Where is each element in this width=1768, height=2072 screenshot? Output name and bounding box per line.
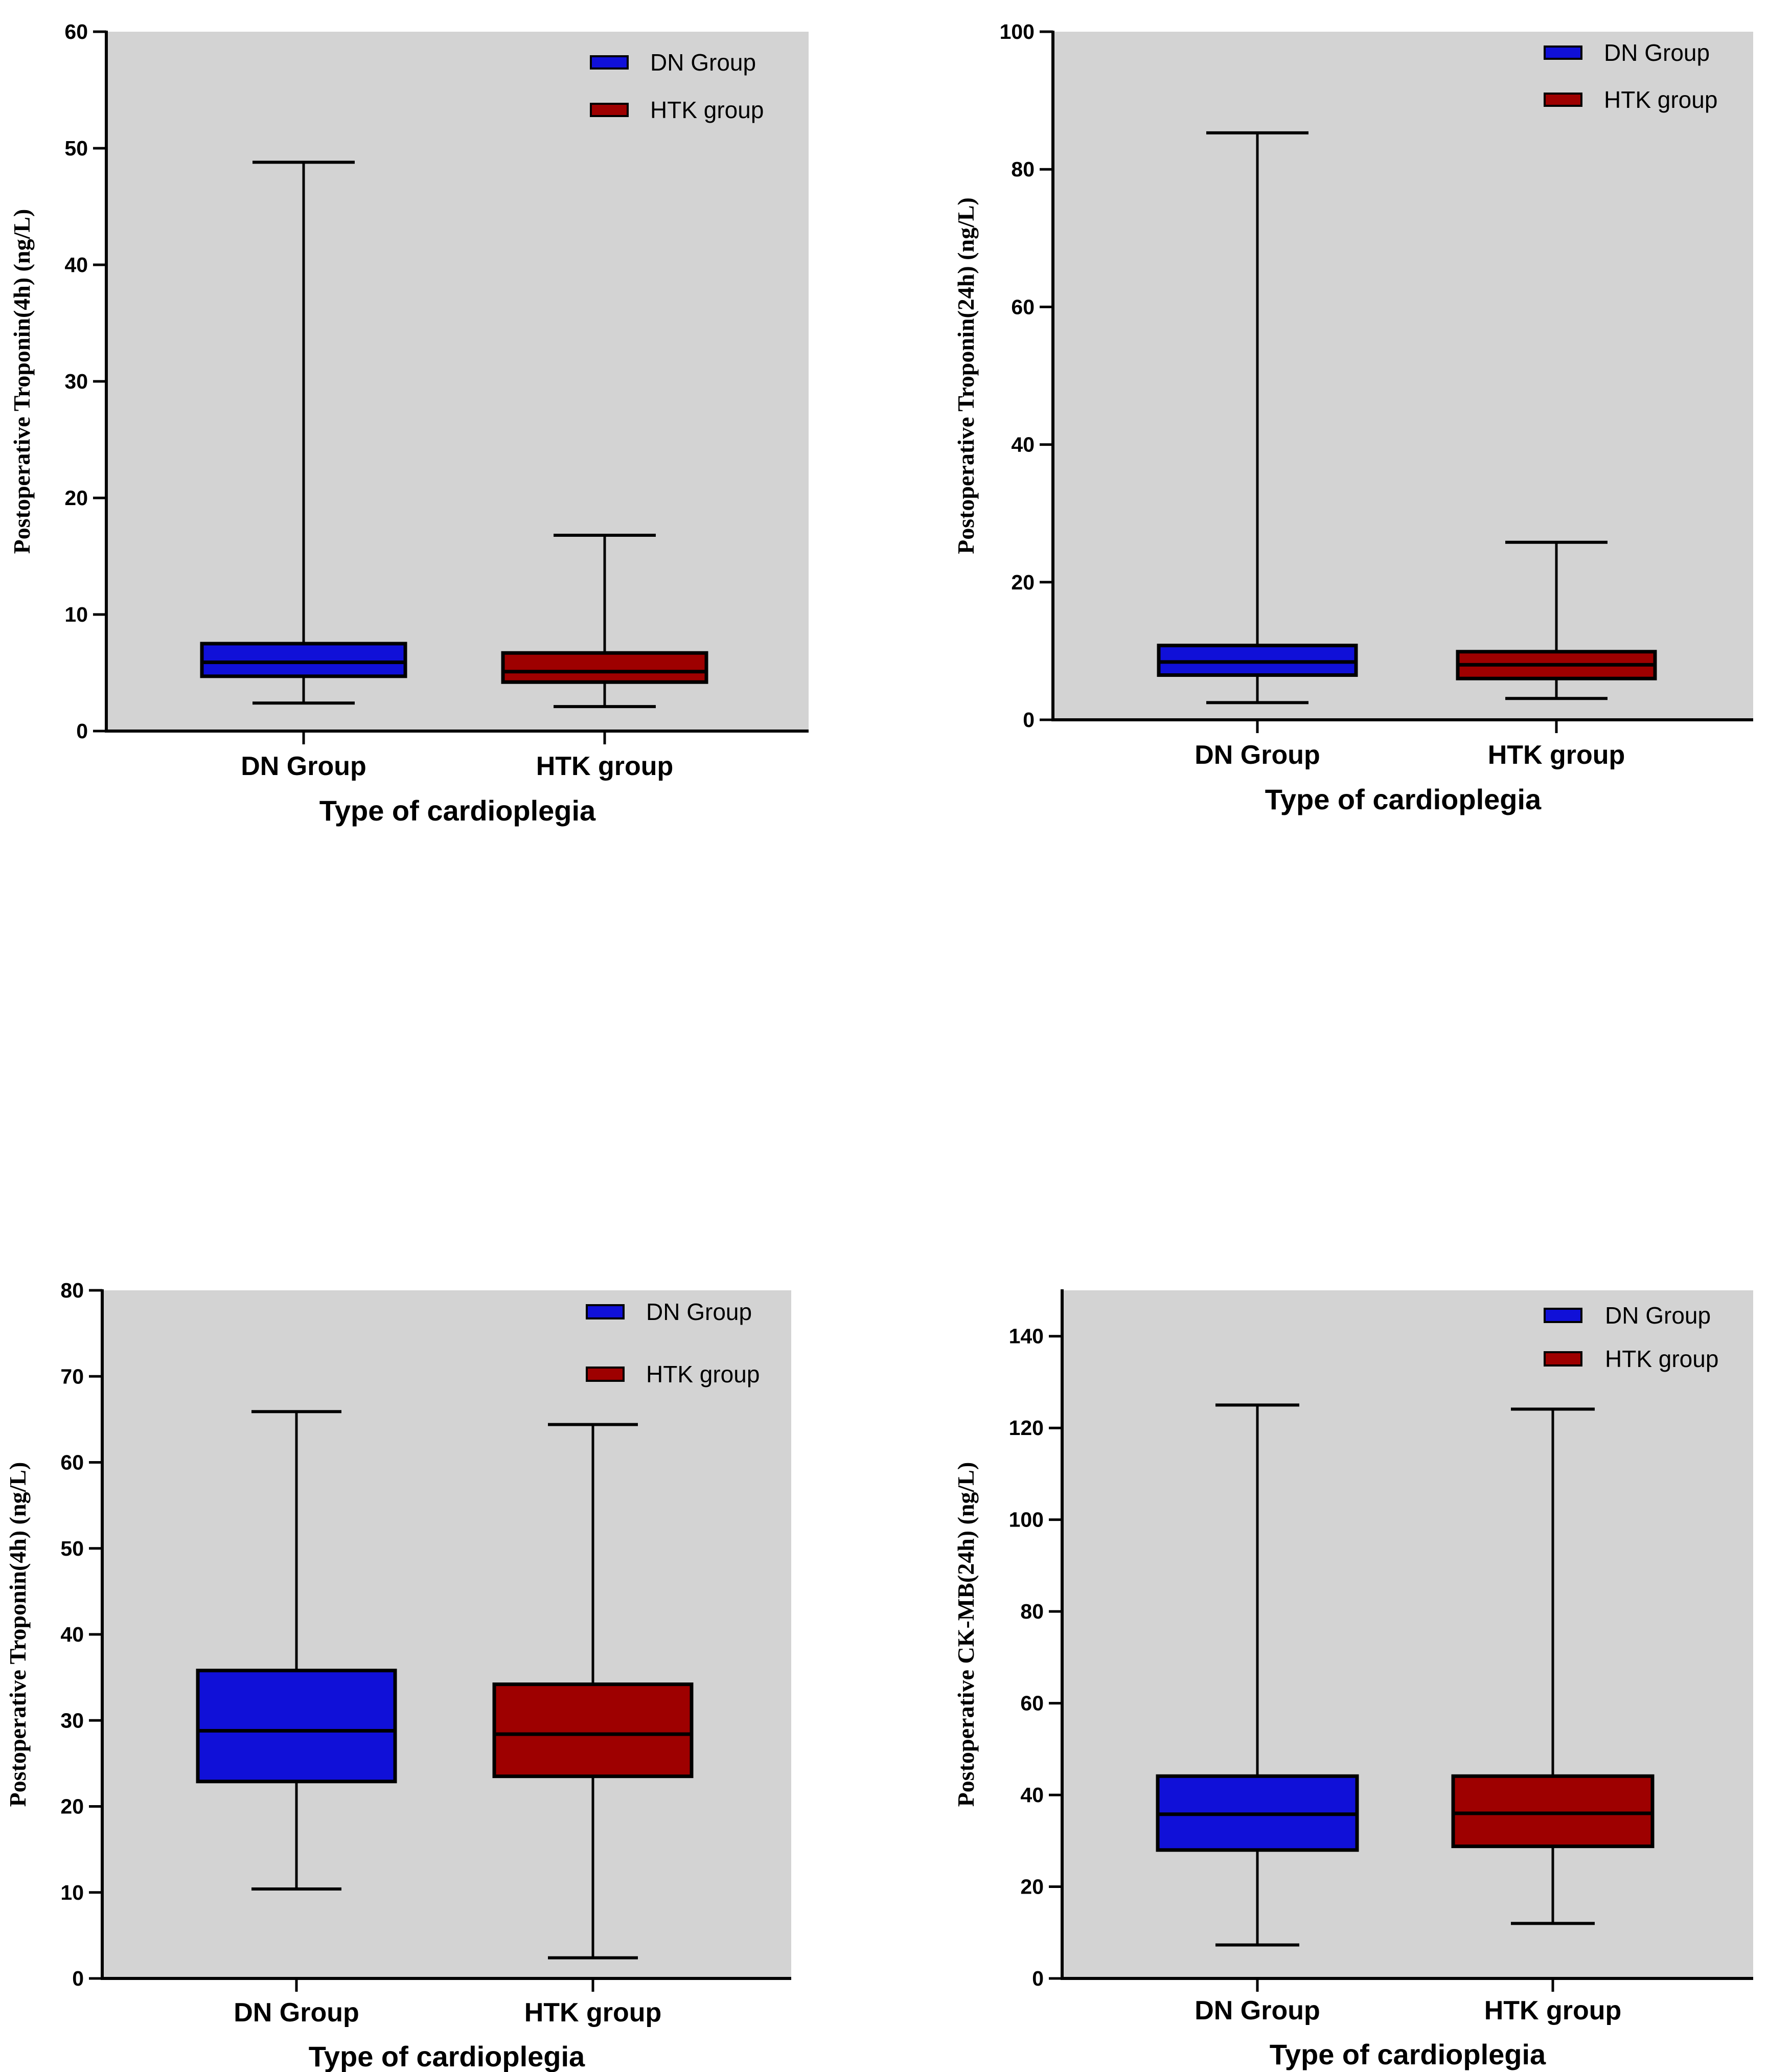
y-axis-title: Postoperative CK-MB(24h) (ng/L) <box>953 1462 979 1807</box>
y-tick-label: 80 <box>60 1279 84 1302</box>
box-htk <box>501 533 708 709</box>
box-htk <box>1456 540 1657 700</box>
y-tick-label: 40 <box>60 1623 84 1646</box>
legend-swatch <box>1544 93 1582 107</box>
iqr-box <box>492 1682 694 1779</box>
y-tick-label: 120 <box>1009 1416 1044 1440</box>
legend: DN Group HTK group <box>1544 39 1717 113</box>
y-tick-label: 50 <box>64 136 88 160</box>
legend-swatch <box>1544 45 1582 60</box>
y-axis-title: Postoperative Troponin(24h) (ng/L) <box>953 197 979 554</box>
y-tick-label: 0 <box>1023 708 1035 732</box>
y-tick-label: 30 <box>64 370 88 393</box>
y-tick-label: 10 <box>64 603 88 626</box>
x-category-label: HTK group <box>524 1998 662 2028</box>
x-axis-title: Type of cardioplegia <box>309 2040 585 2072</box>
box-dn <box>196 1410 397 1891</box>
y-axis-title: Postoperative Troponin(4h) (ng/L) <box>5 1462 31 1807</box>
legend-label: DN Group <box>1605 1302 1711 1329</box>
y-tick-label: 100 <box>1009 1508 1044 1532</box>
box-dn <box>1157 131 1358 704</box>
y-tick-label: 30 <box>60 1709 84 1732</box>
y-tick-label: 20 <box>1011 571 1035 594</box>
legend-swatch <box>590 103 629 117</box>
legend-swatch <box>1544 1351 1582 1367</box>
y-tick-label: 60 <box>1020 1692 1044 1715</box>
x-category-label: DN Group <box>1195 1996 1320 2025</box>
legend-swatch <box>1544 1308 1582 1323</box>
box-dn <box>1156 1403 1359 1947</box>
legend: DN Group HTK group <box>590 49 764 123</box>
y-tick-label: 20 <box>1020 1875 1044 1899</box>
y-tick-label: 60 <box>64 20 88 43</box>
legend-label: DN Group <box>646 1299 752 1325</box>
iqr-box <box>501 651 708 684</box>
x-category-label: DN Group <box>1195 740 1320 770</box>
y-tick-label: 70 <box>60 1364 84 1388</box>
iqr-box <box>200 642 407 678</box>
y-tick-label: 60 <box>1011 295 1035 318</box>
y-tick-label: 80 <box>1011 157 1035 181</box>
y-tick-label: 60 <box>60 1451 84 1474</box>
legend: DN Group HTK group <box>586 1299 760 1387</box>
y-axis-title: Postoperative Troponin(4h) (ng/L) <box>9 209 35 554</box>
legend-swatch <box>586 1367 625 1382</box>
y-tick-label: 40 <box>1011 433 1035 457</box>
legend-label: DN Group <box>1604 39 1710 66</box>
y-tick-label: 0 <box>1032 1967 1044 1990</box>
x-category-label: HTK group <box>536 752 674 781</box>
x-axis-title: Type of cardioplegia <box>319 794 596 827</box>
x-axis-title: Type of cardioplegia <box>1270 2038 1546 2070</box>
plot-area <box>1053 32 1753 720</box>
x-category-label: DN Group <box>234 1998 359 2028</box>
chart-panel: 0 20 40 60 80 100 DN Group HTK group Type of car… <box>953 20 1753 815</box>
box-htk <box>492 1423 694 1960</box>
x-category-label: HTK group <box>1484 1996 1622 2025</box>
y-tick-label: 20 <box>64 486 88 510</box>
y-tick-label: 40 <box>64 253 88 277</box>
x-category-label: HTK group <box>1488 740 1625 770</box>
iqr-box <box>1451 1774 1655 1849</box>
legend: DN Group HTK group <box>1544 1302 1718 1372</box>
plot-area <box>1062 1290 1753 1978</box>
y-tick-label: 100 <box>1000 20 1035 43</box>
y-tick-label: 20 <box>60 1795 84 1818</box>
legend-label: HTK group <box>650 97 764 123</box>
legend-swatch <box>586 1304 625 1319</box>
box-dn <box>200 161 407 705</box>
chart-panel: 0 10 20 30 40 50 60 DN Group HTK group Type of ca… <box>9 20 809 827</box>
y-tick-label: 40 <box>1020 1783 1044 1807</box>
iqr-box <box>196 1669 397 1784</box>
y-tick-label: 140 <box>1009 1325 1044 1348</box>
legend-label: HTK group <box>1605 1346 1718 1372</box>
x-category-label: DN Group <box>241 752 366 781</box>
y-tick-label: 10 <box>60 1881 84 1904</box>
legend-label: DN Group <box>650 49 756 76</box>
legend-label: HTK group <box>1604 86 1717 113</box>
plot-area <box>102 1290 791 1978</box>
box-htk <box>1451 1407 1655 1925</box>
legend-swatch <box>590 55 629 70</box>
y-tick-label: 0 <box>76 719 88 743</box>
y-tick-label: 50 <box>60 1537 84 1560</box>
y-tick-label: 80 <box>1020 1600 1044 1623</box>
chart-panel: 0 20 40 60 80 100 120 140 DN Group HTK group Type … <box>953 1289 1753 2070</box>
plot-area <box>106 32 809 731</box>
chart-panel: 0 10 20 30 40 50 60 70 80 DN Group HTK group Type o… <box>5 1279 791 2072</box>
legend-label: HTK group <box>646 1361 760 1387</box>
x-axis-title: Type of cardioplegia <box>1265 783 1542 815</box>
y-tick-label: 0 <box>72 1967 84 1990</box>
